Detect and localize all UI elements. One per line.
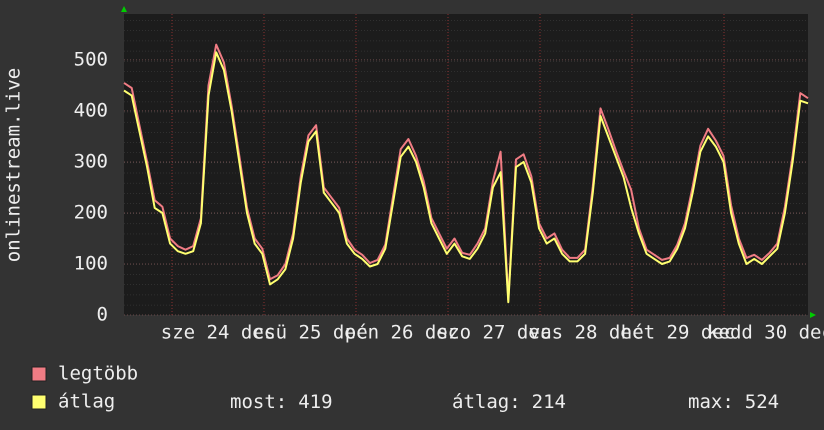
y-tick-label: 500 — [74, 48, 108, 70]
y-tick-label: 100 — [74, 252, 108, 274]
stat: átlag: 214 — [452, 391, 566, 413]
axis-arrow — [121, 6, 127, 12]
y-tick-label: 300 — [74, 150, 108, 172]
x-tick-label: kedd 30 dec — [707, 322, 824, 344]
stat-label: most: — [230, 391, 287, 413]
y-tick-label: 200 — [74, 201, 108, 223]
minor-grid — [124, 14, 808, 315]
x-tick-label: hét 29 dec — [621, 322, 735, 344]
stat: most: 419 — [230, 391, 333, 413]
stat-label: max: — [688, 391, 734, 413]
stat-value: 419 — [298, 391, 332, 413]
series-line — [123, 51, 809, 304]
legend-swatch — [31, 394, 47, 410]
y-tick-label: 400 — [74, 99, 108, 121]
stat-value: 214 — [532, 391, 566, 413]
legend-label: legtöbb — [58, 363, 138, 385]
axis-arrow — [810, 312, 816, 318]
stat-value: 524 — [745, 391, 779, 413]
x-tick-label: csü 25 dec — [253, 322, 367, 344]
stat-label: átlag: — [452, 391, 521, 413]
x-tick-label: vas 28 dec — [529, 322, 643, 344]
y-axis-title: onlinestream.live — [3, 68, 25, 262]
y-tick-label: 0 — [97, 304, 108, 326]
stat: max: 524 — [688, 391, 779, 413]
legend-swatch — [31, 366, 47, 382]
x-tick-label: pén 26 dec — [345, 322, 459, 344]
legend-label: átlag — [58, 391, 115, 413]
x-tick-label: sze 24 dec — [161, 322, 275, 344]
x-tick-label: szo 27 dec — [437, 322, 551, 344]
